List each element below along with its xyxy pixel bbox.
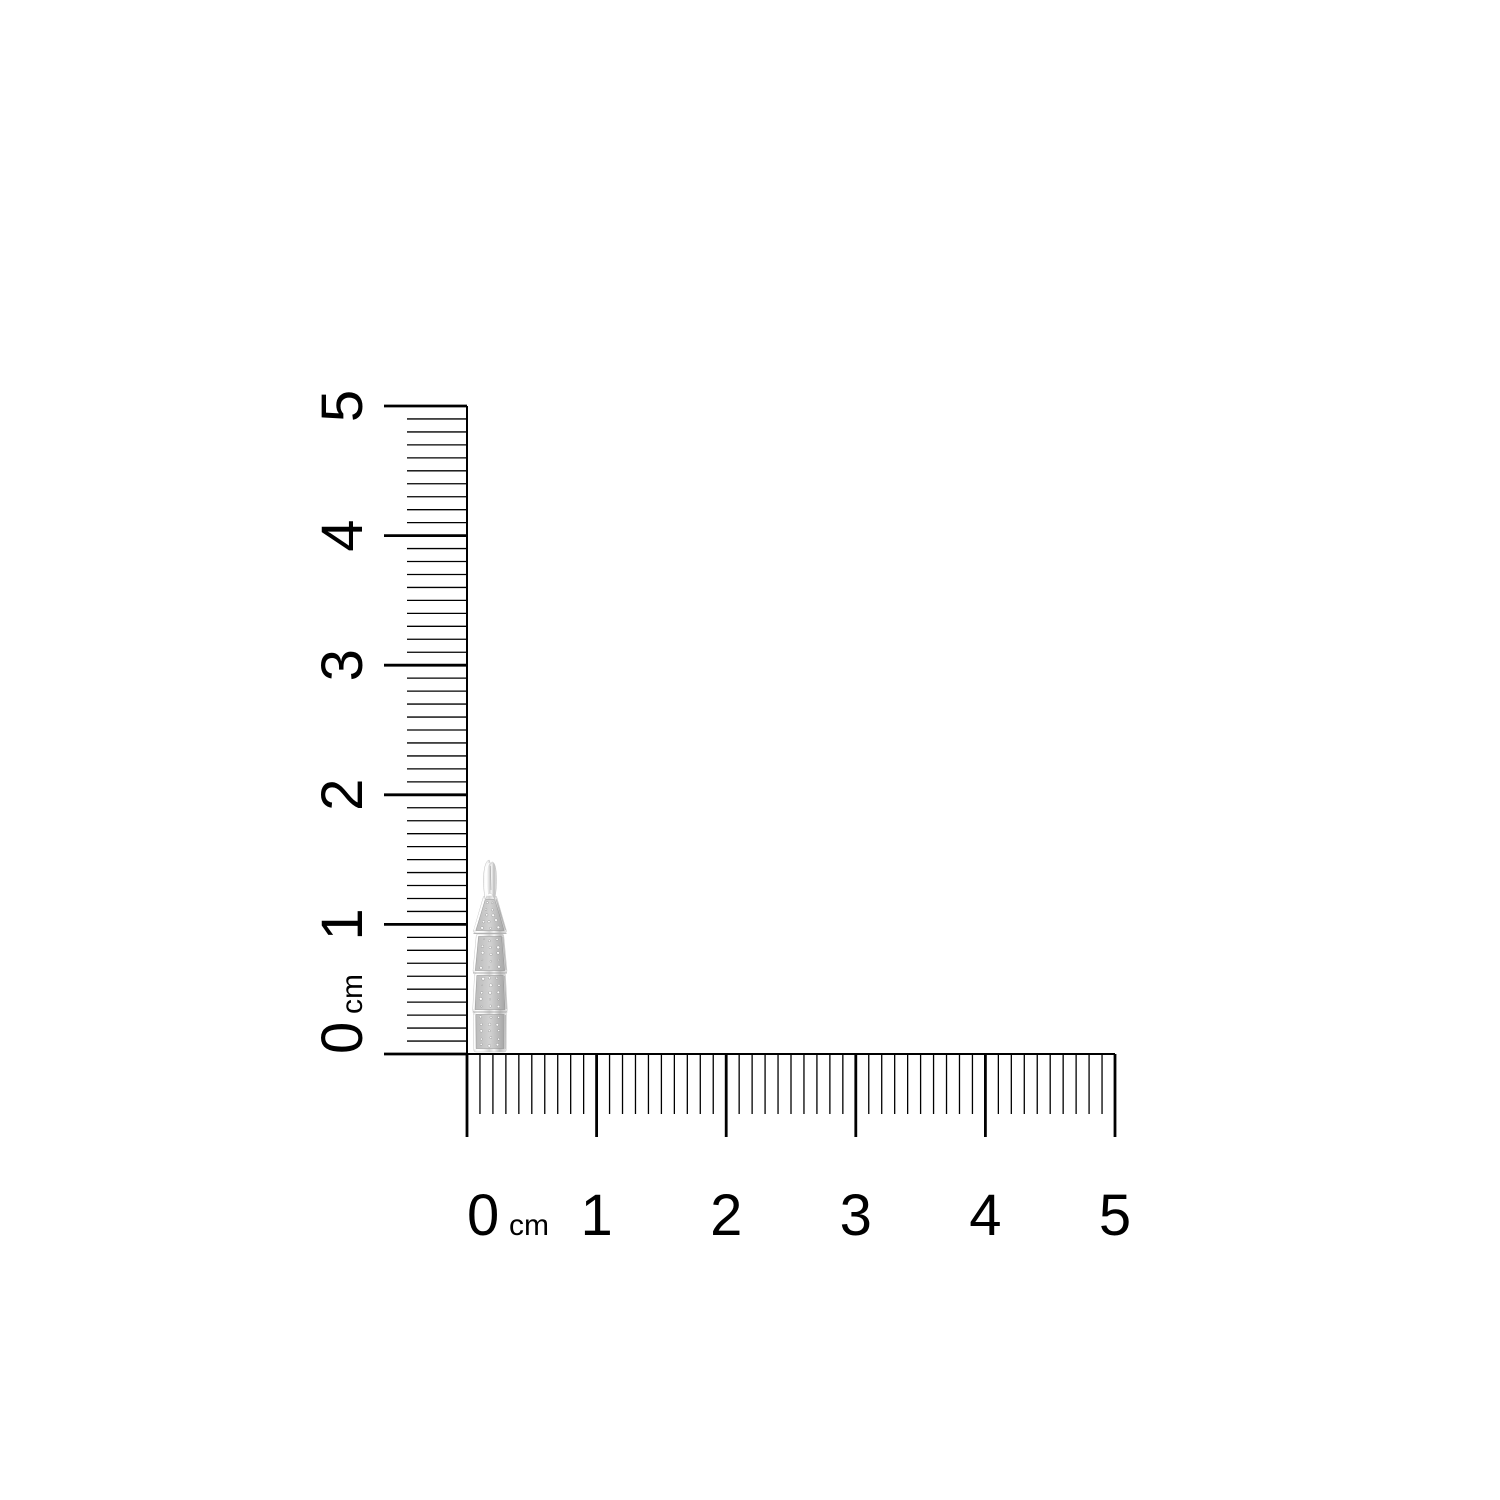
svg-text:cm: cm <box>509 1209 549 1242</box>
svg-text:4: 4 <box>969 1183 1001 1248</box>
svg-text:1: 1 <box>310 908 375 940</box>
svg-text:5: 5 <box>310 390 375 422</box>
svg-text:3: 3 <box>310 649 375 681</box>
svg-text:2: 2 <box>310 779 375 811</box>
svg-text:2: 2 <box>710 1183 742 1248</box>
svg-text:1: 1 <box>580 1183 612 1248</box>
svg-text:4: 4 <box>310 519 375 551</box>
svg-text:5: 5 <box>1099 1183 1131 1248</box>
svg-text:0: 0 <box>310 1022 375 1054</box>
svg-text:cm: cm <box>336 974 369 1014</box>
svg-text:0: 0 <box>467 1183 499 1248</box>
svg-text:3: 3 <box>840 1183 872 1248</box>
